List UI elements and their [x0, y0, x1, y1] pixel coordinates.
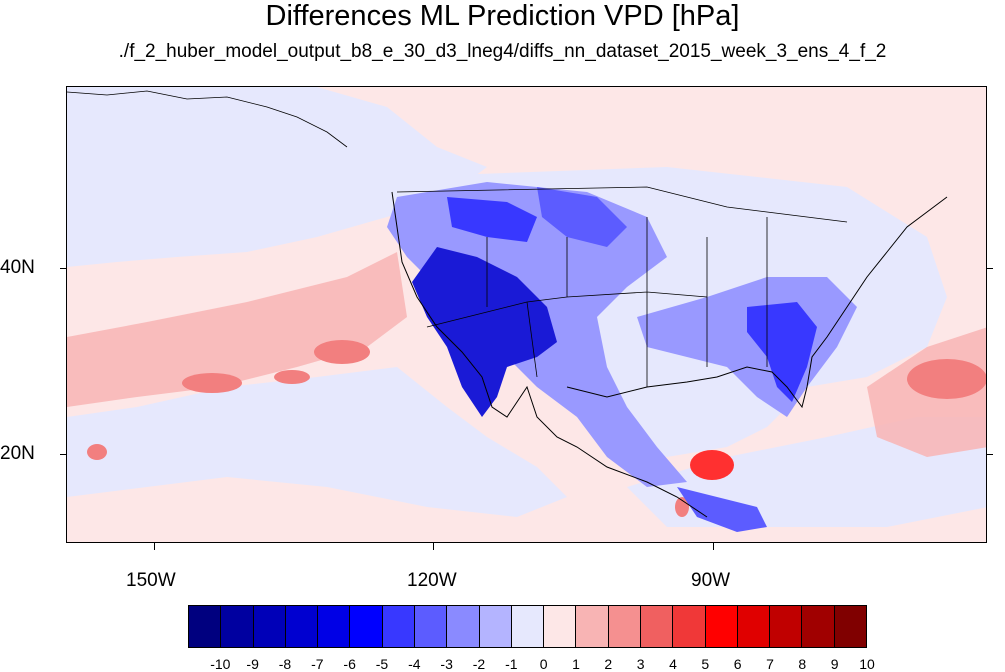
lon-tick-150w — [154, 543, 155, 550]
colorbar-tick-label: -5 — [375, 656, 389, 672]
plot-title: Differences ML Prediction VPD [hPa] — [265, 0, 740, 32]
colorbar-tick-label: -6 — [343, 656, 356, 672]
colorbar-cell — [737, 606, 771, 647]
colorbar-cell — [576, 606, 609, 647]
colorbar-tick-label: 6 — [733, 656, 742, 672]
colorbar-cell — [318, 606, 351, 647]
light-blue-region-subtropical — [67, 367, 567, 517]
colorbar-tick-label: 1 — [572, 656, 580, 672]
red-patch-pacific-coast — [675, 497, 689, 517]
light-red-band-pacific — [67, 252, 407, 407]
colorbar-cell — [544, 606, 577, 647]
colorbar-tick-label: -8 — [278, 656, 292, 672]
map-panel — [66, 86, 987, 543]
colorbar-cell — [253, 606, 286, 647]
red-patch-pacific-1 — [182, 373, 242, 393]
lat-label-40n: 40N — [0, 257, 35, 278]
light-blue-region-north-pacific — [67, 87, 487, 267]
colorbar-cell — [705, 606, 738, 647]
lat-tick-40n — [60, 268, 66, 269]
blue-region-central-america — [677, 487, 767, 532]
colorbar-tick-label: -2 — [472, 656, 486, 672]
colorbar-tick-label: 10 — [859, 656, 875, 672]
colorbar-tick-label: 8 — [798, 656, 807, 672]
north-america-coastline — [391, 191, 948, 518]
colorbar-cell — [511, 606, 545, 647]
us-border-lines — [396, 186, 848, 387]
colorbar-cell — [608, 606, 641, 647]
lon-label-150w: 150W — [126, 570, 176, 591]
lon-tick-90w — [713, 543, 714, 550]
colorbar-tick-label: 2 — [604, 656, 613, 672]
colorbar-tick-label: 9 — [830, 656, 839, 672]
colorbar-cell — [350, 606, 383, 647]
colorbar-cell — [189, 606, 222, 647]
colorbar-cell — [382, 606, 415, 647]
red-patch-pacific-3 — [274, 370, 310, 384]
colorbar-tick-label: 4 — [669, 656, 677, 672]
colorbar-cell — [414, 606, 448, 647]
lon-label-120w: 120W — [407, 570, 457, 591]
colorbar-cell — [479, 606, 512, 647]
colorbar-cell — [447, 606, 480, 647]
red-patch-hawaii — [87, 444, 107, 460]
colorbar-tick-label: -4 — [408, 656, 421, 672]
colorbar-cell — [673, 606, 706, 647]
red-patch-atlantic — [907, 359, 986, 399]
dark-blue-region-northwest — [447, 197, 537, 242]
alaska-coastline — [67, 90, 348, 148]
colorbar-tick-label: 5 — [701, 656, 710, 672]
red-patch-pacific-2 — [314, 340, 370, 364]
dark-blue-region-southeast — [747, 302, 817, 402]
colorbar — [188, 605, 867, 648]
dark-blue-region-central-plains — [537, 187, 627, 247]
colorbar-tick-label: -7 — [311, 656, 324, 672]
colorbar-tick-label: 7 — [766, 656, 774, 672]
colorbar-tick-label: 0 — [539, 656, 548, 672]
colorbar-cell — [834, 606, 866, 647]
lat-label-20n: 20N — [0, 443, 35, 464]
red-patch-central-america — [690, 450, 734, 480]
colorbar-cell — [221, 606, 254, 647]
colorbar-cell — [285, 606, 319, 647]
colorbar-cell — [770, 606, 803, 647]
colorbar-tick-label: -10 — [210, 656, 231, 672]
lat-tick-20n — [60, 454, 66, 455]
colorbar-cell — [802, 606, 835, 647]
colorbar-tick-label: 3 — [636, 656, 645, 672]
colorbar-tick-label: -1 — [505, 656, 518, 672]
lon-tick-120w — [433, 543, 434, 550]
colorbar-tick-label: -3 — [440, 656, 453, 672]
lat-tick-20n-right — [987, 454, 993, 455]
plot-subtitle: ./f_2_huber_model_output_b8_e_30_d3_lneg… — [118, 41, 887, 62]
lat-tick-40n-right — [987, 268, 993, 269]
dark-blue-region-southwest — [412, 247, 557, 417]
vpd-difference-field — [67, 87, 986, 532]
colorbar-cell — [640, 606, 674, 647]
lon-label-90w: 90W — [691, 570, 731, 591]
colorbar-tick-label: -9 — [246, 656, 259, 672]
